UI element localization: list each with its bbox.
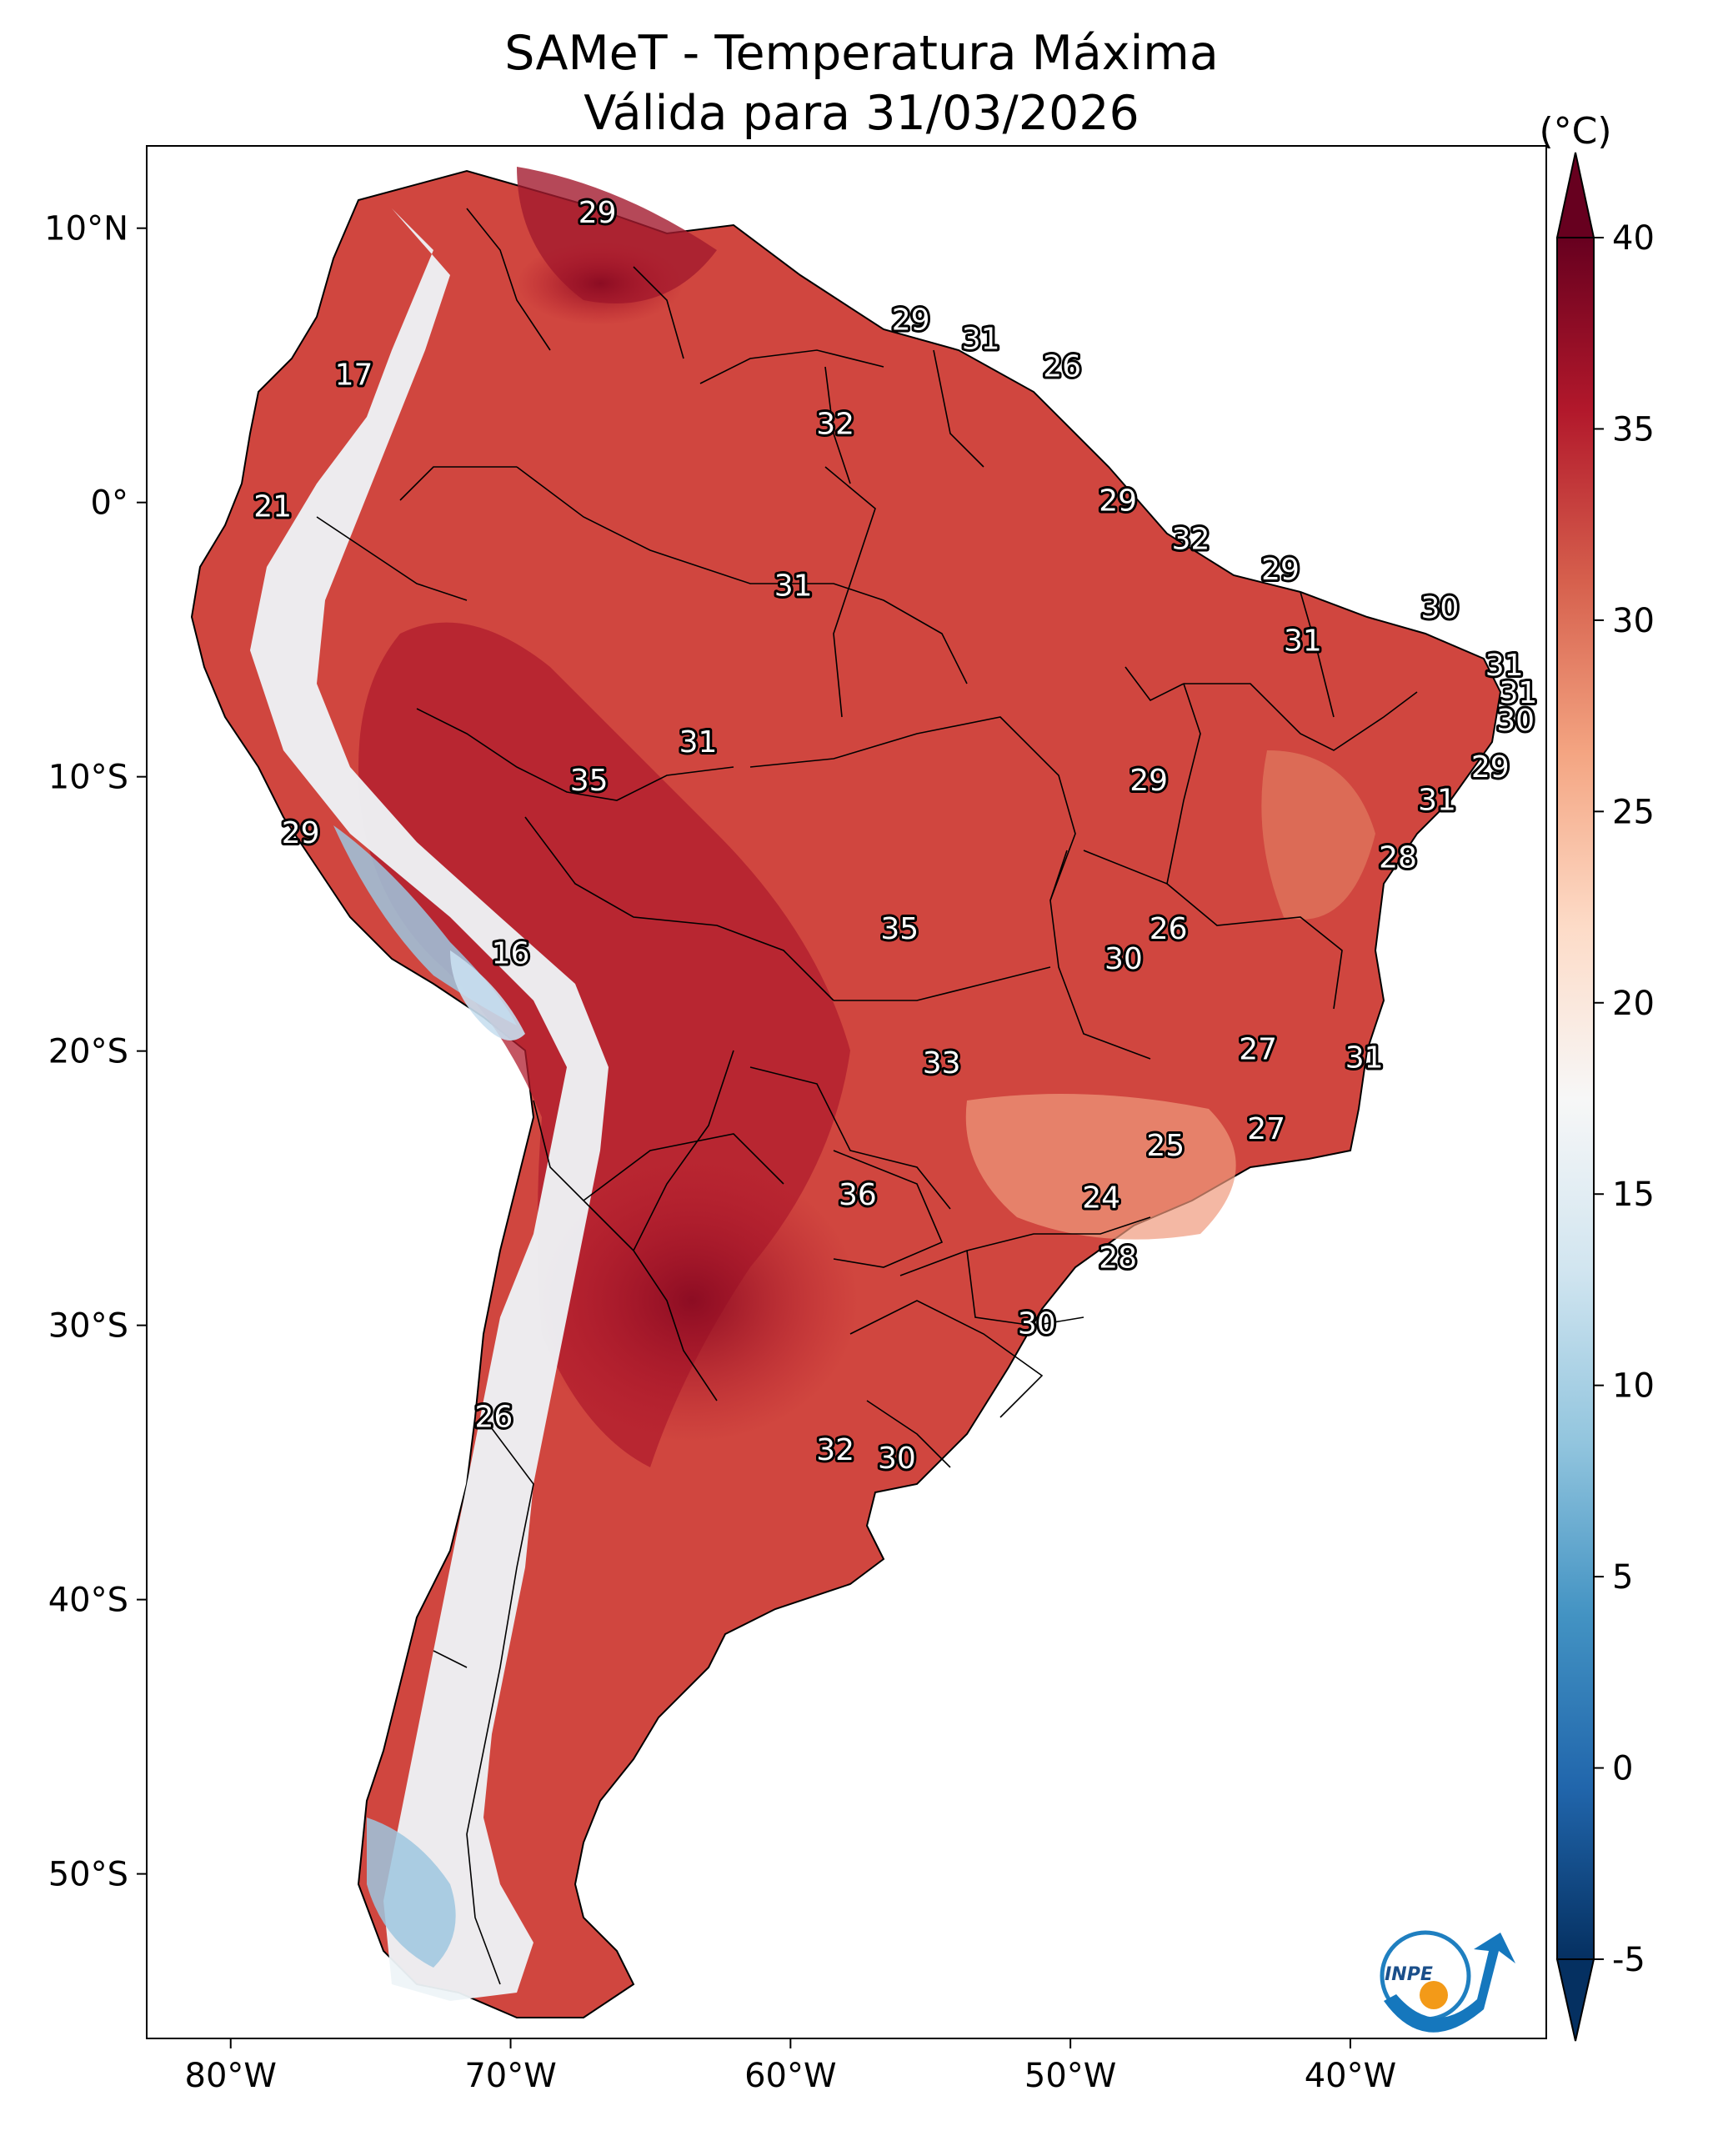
point-label-22: 28 [1379, 840, 1417, 875]
point-label-38: 30 [878, 1442, 916, 1476]
y-tick-label-4: 30°S [48, 1307, 128, 1346]
point-label-21: 29 [282, 816, 320, 850]
y-tick-label-2: 10°S [48, 759, 128, 797]
map-axes-border [146, 145, 1547, 2039]
y-tick-label-6: 50°S [48, 1856, 128, 1894]
cooler-zone-bahia [1261, 750, 1375, 920]
colorbar-tick-label-7: 5 [1612, 1558, 1633, 1597]
point-label-26: 16 [492, 937, 530, 971]
colorbar-tick-label-2: 30 [1612, 602, 1655, 640]
point-label-29: 33 [923, 1046, 961, 1081]
point-label-16: 31 [679, 725, 718, 760]
point-label-8: 32 [1172, 523, 1210, 557]
hot-spot-chaco [525, 1159, 859, 1442]
logo-arrow-icon [1384, 1933, 1515, 2033]
y-tick-label-0: 10°N [44, 210, 128, 248]
y-tick-label-5: 40°S [48, 1582, 128, 1620]
point-label-13: 31 [1485, 649, 1524, 683]
point-label-34: 28 [1099, 1241, 1137, 1276]
point-label-1: 17 [335, 358, 373, 392]
point-label-35: 30 [1018, 1307, 1056, 1341]
point-label-3: 29 [892, 303, 930, 338]
point-label-18: 29 [1129, 764, 1168, 798]
point-label-20: 31 [1418, 783, 1456, 817]
point-label-12: 31 [1284, 624, 1322, 659]
point-label-9: 29 [1261, 553, 1300, 587]
point-label-5: 26 [1043, 350, 1081, 384]
logo-text: INPE [1385, 1964, 1433, 1985]
colorbar-tick-label-6: 10 [1612, 1367, 1655, 1406]
point-label-11: 30 [1420, 591, 1459, 625]
point-label-7: 29 [1099, 484, 1137, 519]
point-label-30: 27 [1247, 1112, 1285, 1146]
colorbar-unit-label: (°C) [1539, 110, 1611, 153]
point-label-0: 29 [579, 196, 617, 230]
point-label-36: 26 [474, 1401, 513, 1435]
point-label-6: 32 [816, 408, 854, 442]
colorbar-tick-label-3: 25 [1612, 793, 1655, 831]
colorbar-tick-label-9: -5 [1612, 1941, 1645, 1979]
x-tick-label-3: 50°W [1024, 2057, 1116, 2095]
point-label-23: 35 [880, 912, 919, 946]
colorbar-ticks: 40 35 30 25 20 15 10 5 0 -5 [1594, 219, 1655, 1979]
map-title: SAMeT - Temperatura Máxima Válida para 3… [0, 23, 1723, 143]
colorbar-gradient [1556, 237, 1595, 1960]
logo-sun-icon [1420, 1981, 1448, 2009]
political-borders [316, 208, 1418, 1985]
y-axis-ticks: 10°N 0° 10°S 20°S 30°S 40°S 50°S [44, 210, 147, 1894]
colorbar-max-extend [1555, 152, 1595, 238]
title-line-1: SAMeT - Temperatura Máxima [504, 26, 1219, 81]
x-axis-ticks: 80°W 70°W 60°W 50°W 40°W [185, 2038, 1396, 2095]
point-label-24: 26 [1150, 912, 1188, 946]
point-label-33: 36 [839, 1178, 877, 1212]
point-label-32: 24 [1082, 1181, 1120, 1215]
point-label-31: 25 [1146, 1129, 1185, 1163]
x-tick-label-4: 40°W [1305, 2057, 1396, 2095]
colorbar-tick-label-5: 15 [1612, 1176, 1655, 1214]
colorbar-min-extend [1555, 1958, 1595, 2042]
point-label-19: 29 [1471, 750, 1510, 785]
colorbar-tick-label-8: 0 [1612, 1750, 1633, 1788]
point-label-4: 31 [962, 323, 1000, 357]
x-tick-label-1: 70°W [464, 2057, 556, 2095]
colorbar-tick-label-0: 40 [1612, 219, 1655, 258]
inpe-logo: INPE [1380, 1930, 1515, 2033]
point-label-17: 35 [570, 764, 609, 798]
title-line-2: Válida para 31/03/2026 [584, 86, 1139, 141]
x-tick-label-0: 80°W [185, 2057, 277, 2095]
point-label-37: 32 [816, 1433, 854, 1467]
colorbar: (°C) 40 35 30 25 20 15 10 5 0 -5 [1539, 110, 1655, 2042]
point-label-25: 30 [1104, 942, 1143, 976]
point-label-2: 21 [253, 489, 292, 524]
cooler-zone-southeast [965, 1094, 1236, 1240]
continent-heatmap [190, 167, 1502, 2018]
colorbar-tick-label-1: 35 [1612, 410, 1655, 449]
altiplano-cold [450, 950, 525, 1040]
point-label-15: 30 [1496, 704, 1535, 738]
x-tick-label-2: 60°W [744, 2057, 836, 2095]
y-tick-label-1: 0° [91, 484, 128, 523]
colorbar-tick-label-4: 20 [1612, 985, 1655, 1023]
hot-spot-llanos [517, 242, 684, 325]
andes-cold-band [250, 208, 609, 2001]
y-tick-label-3: 20°S [48, 1033, 128, 1071]
point-label-28: 31 [1345, 1041, 1384, 1075]
point-label-27: 27 [1239, 1033, 1277, 1067]
point-label-14: 31 [1499, 676, 1537, 710]
point-label-10: 31 [774, 569, 813, 604]
